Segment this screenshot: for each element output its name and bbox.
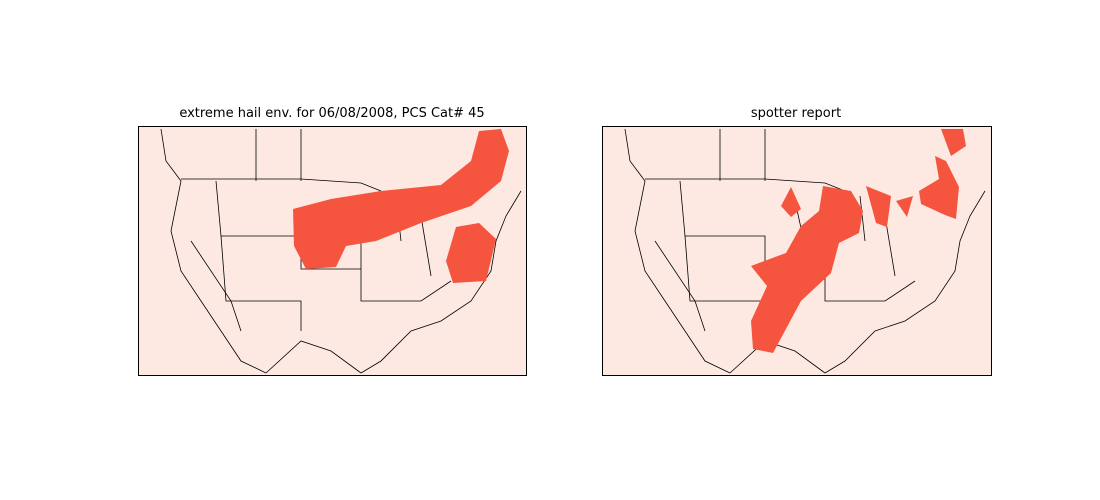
boundary-line bbox=[645, 178, 846, 192]
left-panel-title: extreme hail env. for 06/08/2008, PCS Ca… bbox=[179, 106, 485, 121]
boundary-line bbox=[190, 240, 242, 332]
report-region bbox=[781, 187, 801, 217]
hail-region bbox=[293, 129, 509, 269]
boundary-line bbox=[220, 235, 302, 331]
boundary-line bbox=[265, 340, 362, 374]
right-panel-title: spotter report bbox=[750, 106, 842, 121]
report-region bbox=[896, 196, 913, 217]
boundary-line bbox=[719, 129, 766, 181]
boundary-line bbox=[181, 178, 382, 192]
boundary-line bbox=[624, 128, 731, 374]
hail-region bbox=[446, 223, 496, 283]
report-region bbox=[919, 156, 959, 219]
boundary-line bbox=[824, 190, 986, 374]
boundary-line bbox=[360, 190, 522, 374]
right-map bbox=[602, 126, 992, 376]
report-region bbox=[941, 129, 966, 156]
left-map bbox=[138, 126, 527, 376]
boundary-line bbox=[729, 340, 826, 374]
boundary-line bbox=[360, 231, 452, 302]
report-region bbox=[866, 186, 891, 227]
boundary-line bbox=[160, 128, 267, 374]
boundary-line bbox=[255, 129, 302, 181]
report-region bbox=[751, 186, 863, 353]
boundary-line bbox=[654, 240, 706, 332]
